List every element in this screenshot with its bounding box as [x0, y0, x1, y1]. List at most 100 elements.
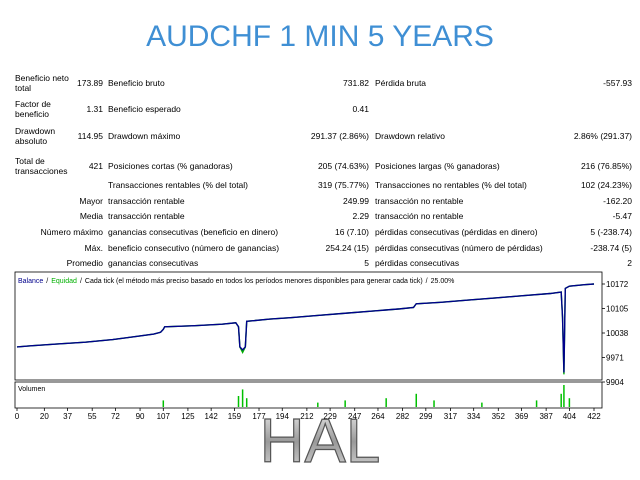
x-tick-label: 317: [444, 412, 458, 421]
legend-separator: /: [426, 278, 428, 285]
cell-value: 5: [364, 258, 369, 268]
cell-value: 2.86% (291.37): [573, 131, 632, 141]
cell-label: transacción rentable: [108, 196, 185, 206]
legend-separator: /: [80, 278, 82, 285]
x-tick-label: 55: [88, 412, 97, 421]
cell-value: -5.47: [612, 211, 632, 221]
volume-bar: [245, 398, 248, 407]
row-label: Factor de beneficio: [15, 99, 51, 119]
row-label: Máx.: [84, 243, 103, 253]
cell-label: Transacciones rentables (% del total): [108, 180, 249, 190]
x-tick-label: 142: [204, 412, 218, 421]
legend-note: Cada tick (el método más preciso basado …: [85, 278, 423, 285]
y-tick-label: 10038: [606, 329, 629, 338]
volume-bar: [344, 400, 346, 407]
volume-label: Volumen: [18, 386, 45, 393]
x-tick-label: 125: [181, 412, 195, 421]
cell-value: -238.74 (5): [590, 243, 632, 253]
cell-label: Posiciones largas (% ganadoras): [375, 161, 500, 171]
legend-entry: Balance: [18, 278, 43, 285]
cell-label: transacción rentable: [108, 211, 185, 221]
cell-value: 291.37 (2.86%): [310, 131, 369, 141]
x-tick-label: 264: [371, 412, 385, 421]
legend-separator: /: [46, 278, 48, 285]
x-tick-label: 229: [323, 412, 337, 421]
x-tick-label: 194: [276, 412, 290, 421]
cell-label: Transacciones no rentables (% del total): [375, 180, 527, 190]
cell-value: 114.95: [77, 131, 103, 141]
cell-label: beneficio consecutivo (número de gananci…: [108, 243, 280, 253]
y-tick-label: 9904: [606, 378, 624, 387]
cell-value: 2: [627, 258, 632, 268]
cell-label: ganancias consecutivas (beneficio en din…: [108, 227, 279, 237]
x-tick-label: 177: [252, 412, 266, 421]
volume-bar: [317, 402, 319, 407]
legend-percent: 25.00%: [431, 278, 455, 285]
volume-bar: [563, 385, 565, 407]
volume-bar: [560, 393, 562, 407]
volume-bar: [241, 389, 244, 407]
x-tick-label: 212: [300, 412, 314, 421]
x-tick-label: 369: [515, 412, 529, 421]
cell-value: 16 (7.10): [334, 227, 369, 237]
volume-bar: [433, 400, 435, 407]
cell-value: 319 (75.77%): [317, 180, 369, 190]
cell-label: Drawdown máximo: [108, 131, 181, 141]
row-label: Beneficio neto total: [15, 73, 69, 93]
cell-label: Posiciones cortas (% ganadoras): [108, 161, 233, 171]
x-tick-label: 107: [157, 412, 171, 421]
title: AUDCHF 1 MIN 5 YEARS: [146, 20, 494, 53]
cell-value: 1.31: [86, 104, 103, 114]
cell-value: 0.41: [352, 104, 369, 114]
volume-bar: [237, 396, 240, 407]
cell-value: 5 (-238.74): [590, 227, 632, 237]
volume-bar: [481, 402, 483, 407]
row-label: Drawdown absoluto: [15, 126, 56, 146]
x-tick-label: 159: [228, 412, 242, 421]
x-tick-label: 37: [63, 412, 72, 421]
row-label: Promedio: [66, 258, 103, 268]
legend-entry: Equidad: [51, 278, 77, 285]
volume-bar: [162, 400, 165, 407]
x-tick-label: 0: [15, 412, 20, 421]
x-tick-label: 90: [136, 412, 145, 421]
cell-label: pérdidas consecutivas (pérdidas en diner…: [375, 227, 538, 237]
row-label: Total de transacciones: [15, 156, 68, 176]
row-label: Número máximo: [40, 227, 103, 237]
x-tick-label: 72: [111, 412, 120, 421]
cell-label: Pérdida bruta: [375, 78, 427, 88]
cell-label: transacción no rentable: [375, 211, 464, 221]
cell-label: Drawdown relativo: [375, 131, 445, 141]
cell-value: 254.24 (15): [325, 243, 369, 253]
volume-bar: [385, 398, 387, 407]
cell-label: Beneficio esperado: [108, 104, 181, 114]
cell-value: 249.99: [343, 196, 369, 206]
cell-label: transacción no rentable: [375, 196, 464, 206]
cell-value: 2.29: [352, 211, 369, 221]
x-tick-label: 352: [492, 412, 506, 421]
row-label: Mayor: [79, 196, 103, 206]
cell-value: 731.82: [343, 78, 369, 88]
cell-label: pérdidas consecutivas (número de pérdida…: [375, 243, 543, 253]
x-tick-label: 404: [563, 412, 577, 421]
cell-value: 205 (74.63%): [317, 161, 369, 171]
x-tick-label: 334: [467, 412, 481, 421]
volume-bar: [568, 398, 571, 407]
cell-label: pérdidas consecutivas: [375, 258, 460, 268]
y-tick-label: 10172: [606, 280, 629, 289]
volume-frame: [14, 381, 603, 409]
row-label: Media: [79, 211, 103, 221]
x-tick-label: 20: [40, 412, 49, 421]
cell-value: -557.93: [603, 78, 632, 88]
cell-label: Beneficio bruto: [108, 78, 165, 88]
y-tick-label: 9971: [606, 354, 624, 363]
x-tick-label: 299: [419, 412, 433, 421]
x-tick-label: 422: [587, 412, 601, 421]
volume-bar: [535, 400, 538, 407]
series-line: [16, 283, 595, 373]
cell-value: 421: [88, 161, 103, 171]
cell-label: ganancias consecutivas: [108, 258, 199, 268]
x-tick-label: 247: [348, 412, 362, 421]
